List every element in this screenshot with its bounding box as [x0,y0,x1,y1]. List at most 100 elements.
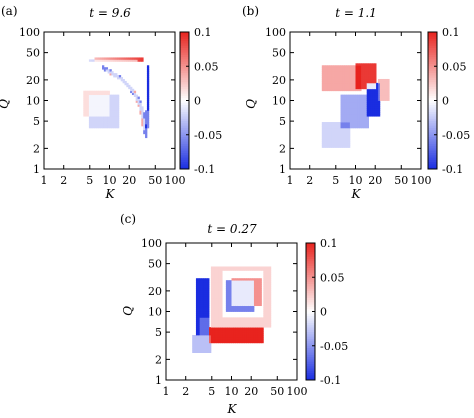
heatmap-cell [201,334,204,338]
heatmap-cell [244,301,247,305]
heatmap-cell [253,266,257,269]
heatmap-cell [229,340,232,344]
heatmap-cell [368,78,371,82]
heatmap-cell [374,104,377,107]
heatmap-cell [248,295,251,299]
heatmap-cell [220,321,223,324]
heatmap-cell [338,86,341,90]
heatmap-cell [257,327,260,330]
heatmap-cell [207,307,210,310]
heatmap-cell [257,266,260,269]
heatmap-cell [98,112,101,115]
heatmap-cell [244,268,247,271]
heatmap-cell [102,118,105,121]
heatmap-cell [220,295,223,299]
heatmap-cell [133,94,137,97]
colorbar-segment [180,105,189,108]
heatmap-cell [203,313,206,316]
heatmap-cell [255,333,259,336]
heatmap-cell [203,286,206,289]
heatmap-cell [143,120,146,123]
colorbar-segment [428,148,437,152]
heatmap-cell [259,268,262,271]
heatmap-cell [87,106,90,109]
heatmap-cell [199,293,202,297]
heatmap-cell [102,104,105,107]
heatmap-cell [235,319,238,322]
heatmap-cell [321,137,325,141]
heatmap-cell [88,90,92,94]
colorbar-segment [306,304,315,308]
heatmap-cell [344,71,347,74]
colorbar-segment [428,102,437,106]
colorbar-segment [180,143,189,147]
heatmap-cell [203,311,206,314]
heatmap-cell [355,110,358,113]
heatmap-cell [120,57,123,60]
heatmap-cell [237,266,240,269]
heatmap-cell [323,73,326,76]
heatmap-cell [238,307,242,310]
heatmap-cell [235,336,238,340]
heatmap-cell [227,282,231,285]
heatmap-cell [210,307,214,310]
heatmap-cell [233,278,236,281]
heatmap-cell [349,84,353,88]
heatmap-cell [334,84,338,88]
heatmap-cell [235,334,238,338]
colorbar-segment [428,52,437,56]
heatmap-cell [253,319,257,322]
heatmap-cell [146,86,150,90]
heatmap-cell [107,102,110,105]
heatmap-cell [353,65,356,68]
heatmap-cell [340,118,343,121]
heatmap-cell [227,284,231,287]
heatmap-cell [244,329,247,332]
heatmap-cell [194,344,197,348]
heatmap-cell [218,284,221,287]
heatmap-cell [246,286,249,289]
heatmap-cell [334,67,338,70]
heatmap-cell [240,266,244,269]
heatmap-cell [377,78,381,82]
heatmap-cell [203,344,206,348]
heatmap-cell [212,280,216,283]
heatmap-cell [111,125,114,129]
heatmap-cell [259,293,262,297]
heatmap-cell [137,102,140,105]
heatmap-cell [359,71,362,74]
heatmap-cell [383,92,386,96]
heatmap-cell [342,123,345,127]
heatmap-cell [103,67,107,70]
heatmap-cell [253,338,257,342]
heatmap-cell [255,327,259,330]
heatmap-cell [212,305,216,308]
heatmap-cell [366,125,369,129]
heatmap-cell [252,291,255,295]
heatmap-cell [98,104,101,107]
heatmap-cell [267,325,270,328]
heatmap-cell [238,288,242,291]
heatmap-cell [246,291,249,295]
heatmap-cell [145,116,148,119]
heatmap-cell [235,327,238,330]
heatmap-cell [321,141,325,144]
heatmap-cell [372,84,375,88]
y-tick-label: 50 [148,258,162,271]
heatmap-cell [105,57,109,60]
heatmap-cell [231,317,234,320]
heatmap-cell [141,123,144,127]
heatmap-cell [340,110,343,113]
heatmap-cell [325,133,328,137]
heatmap-cell [252,331,255,334]
colorbar-segment [306,300,315,303]
heatmap-cell [349,122,353,125]
heatmap-cell [261,317,264,320]
heatmap-cell [361,75,364,78]
heatmap-cell [246,301,249,305]
colorbar-segment [306,290,315,294]
heatmap-cell [325,137,328,141]
heatmap-cell [218,331,221,334]
heatmap-cell [207,348,210,352]
